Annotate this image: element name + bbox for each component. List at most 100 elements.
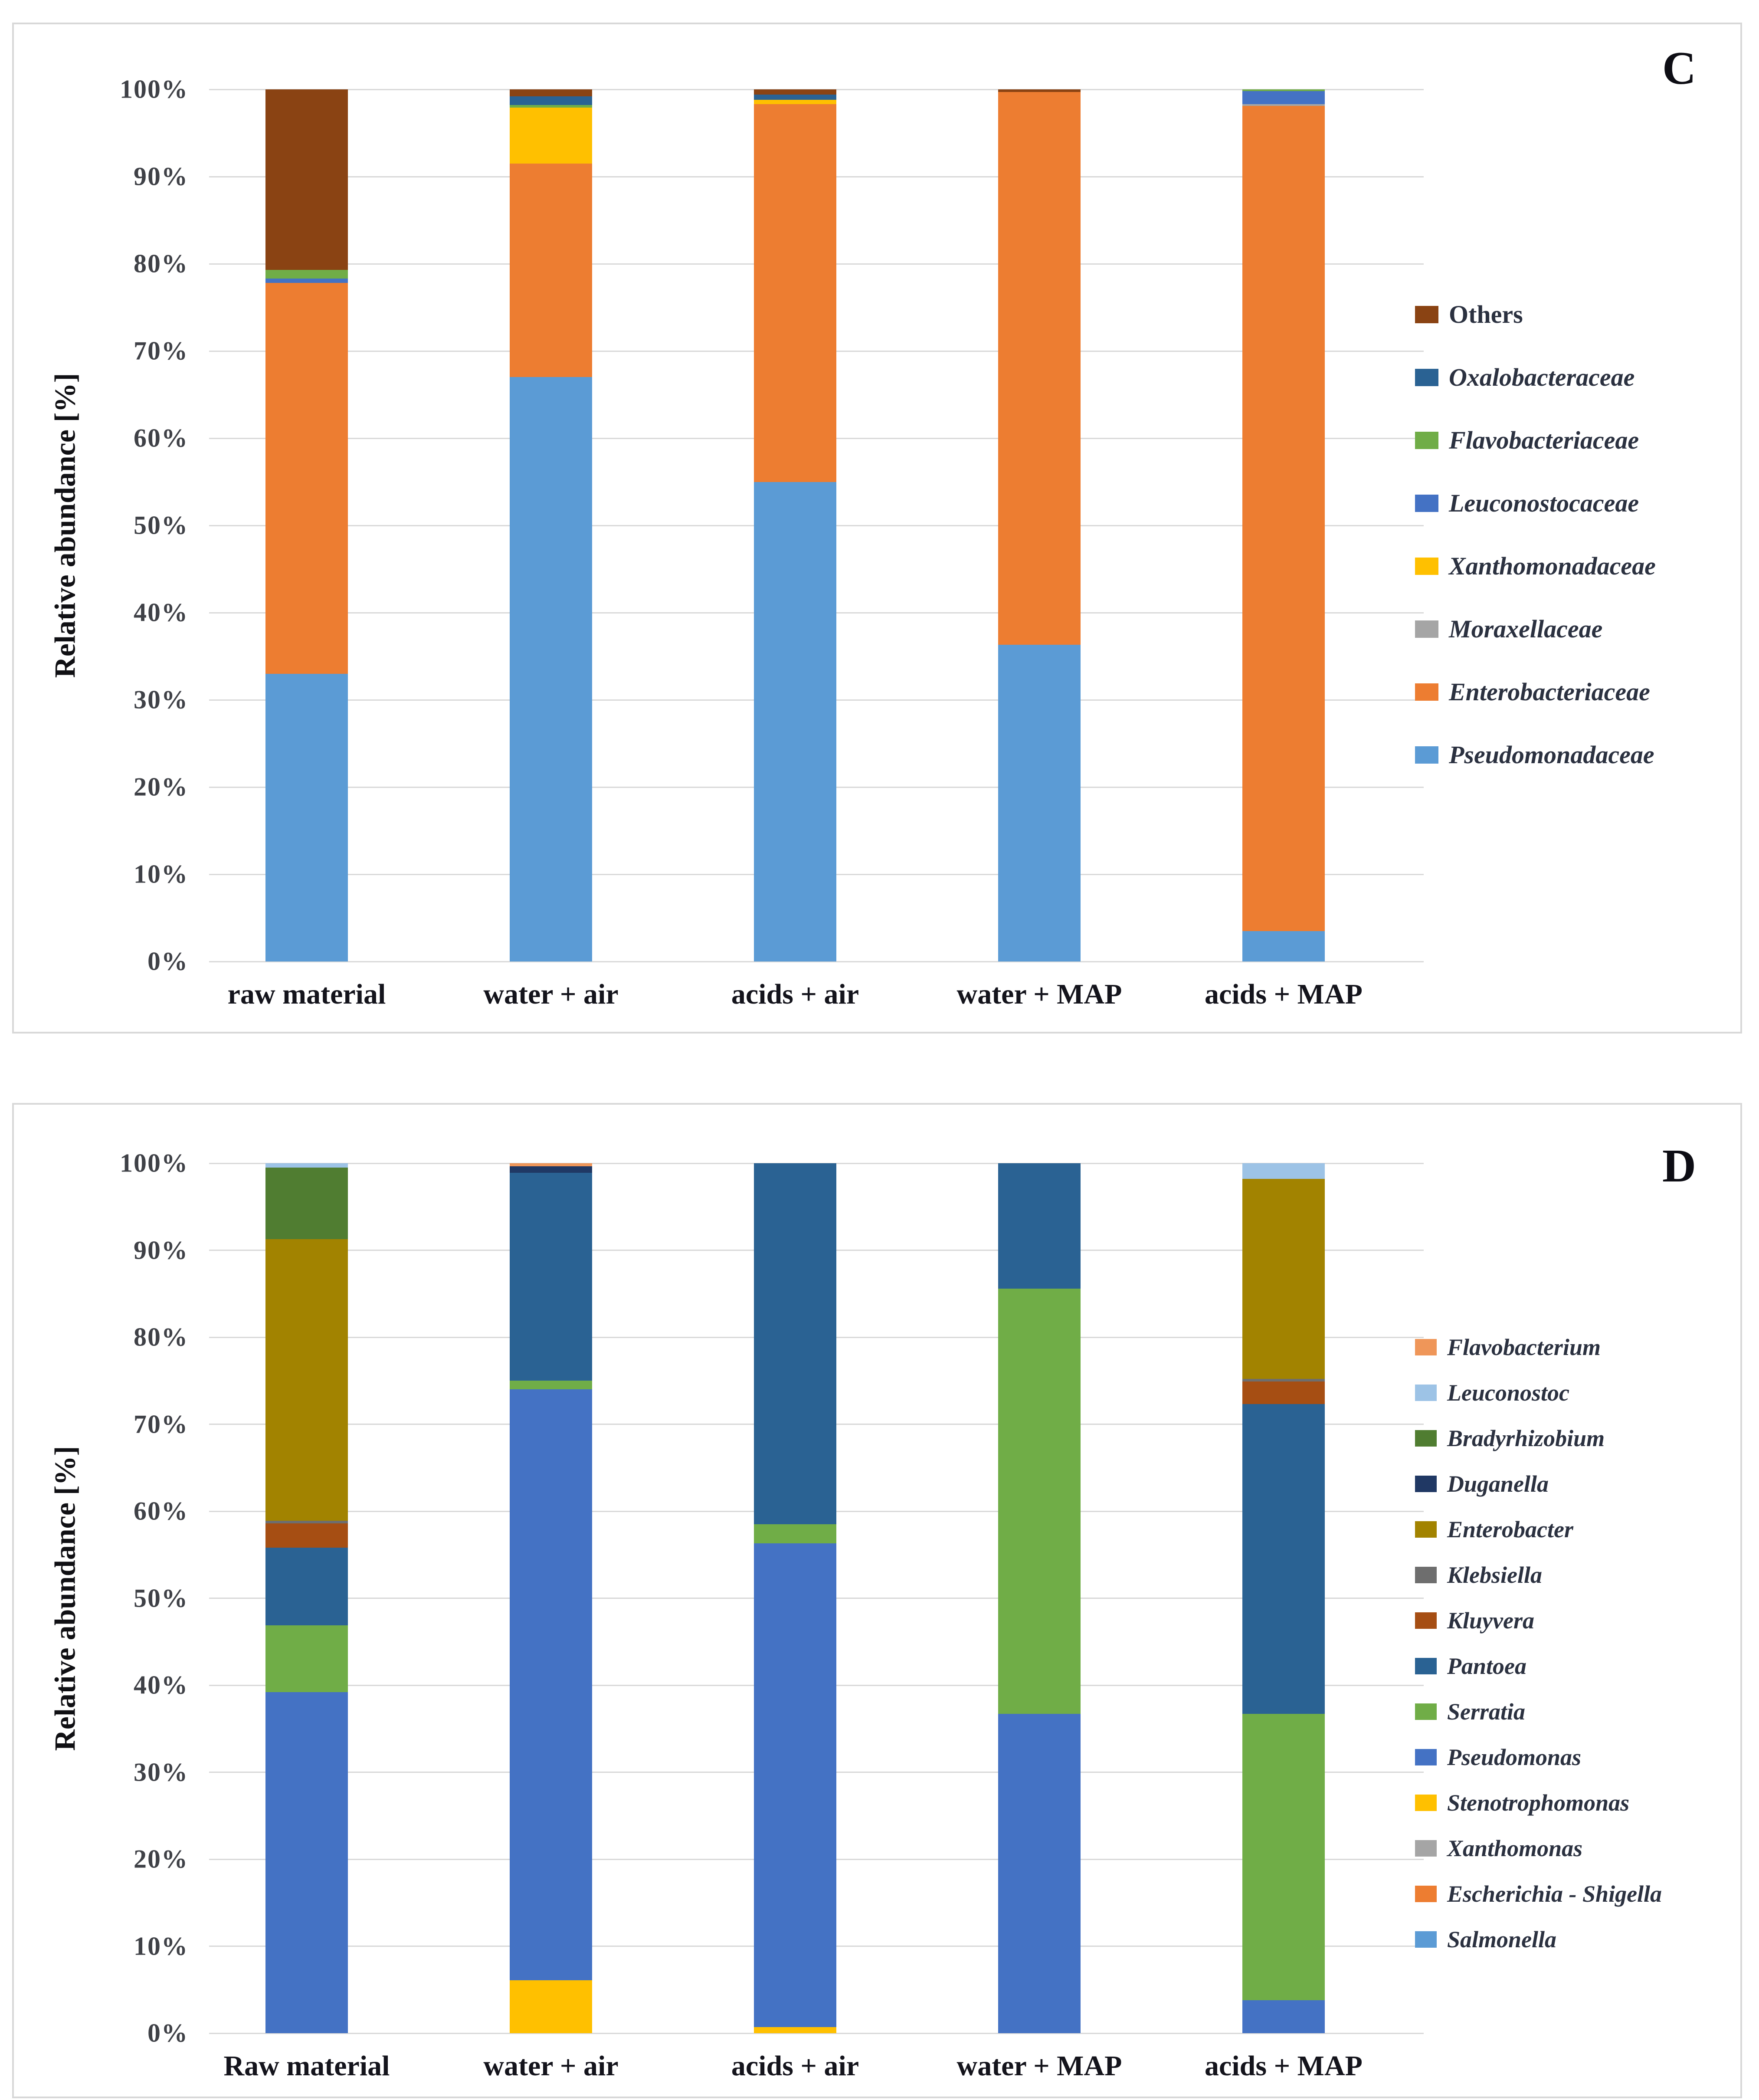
legend-label: Xanthomonadaceae — [1449, 552, 1656, 580]
legend-swatch — [1415, 1430, 1437, 1447]
legend-swatch — [1415, 1384, 1437, 1401]
legend-item-leuconostoc: Leuconostoc — [1415, 1370, 1662, 1415]
gridline — [209, 89, 1424, 90]
bar-raw-material — [265, 89, 348, 961]
legend-item-pantoea: Pantoea — [1415, 1643, 1662, 1689]
x-category-label: acids + air — [731, 978, 859, 1010]
bar-segment-flavobacteriaceae — [265, 270, 348, 279]
bar-segment-others — [510, 89, 592, 97]
legend-item-others: Others — [1415, 283, 1656, 346]
y-tick-label: 90% — [134, 1236, 188, 1264]
bar-segment-pseudomonadaceae — [1242, 931, 1325, 961]
legend-item-oxalobacteraceae: Oxalobacteraceae — [1415, 346, 1656, 409]
legend-label: Salmonella — [1447, 1926, 1557, 1952]
legend-swatch — [1415, 1566, 1437, 1583]
y-tick-label: 100% — [120, 1148, 188, 1178]
x-category-label: acids + MAP — [1205, 978, 1363, 1010]
bar-segment-flavobacterium — [510, 1163, 592, 1167]
plot-area-d: 0% 10% 20% 30% 40% 50% 60% 70% 80% 90% 100% Raw mat… — [120, 1149, 1424, 2082]
y-tick-label: 20% — [134, 772, 188, 801]
legend-label: Moraxellaceae — [1449, 615, 1603, 643]
gridline — [209, 2032, 1424, 2034]
legend-label: Stenotrophomonas — [1447, 1789, 1630, 1816]
panel-letter-C: C — [1662, 43, 1696, 94]
legend-item-escherichia-shigella: Escherichia - Shigella — [1415, 1871, 1662, 1916]
bar-segment-kluyvera — [1242, 1381, 1325, 1404]
legend-c: Others Oxalobacteraceae Flavobacteriaceae L… — [1415, 283, 1656, 786]
legend-item-xanthomonadaceae: Xanthomonadaceae — [1415, 535, 1656, 597]
legend-label: Oxalobacteraceae — [1449, 363, 1635, 391]
bar-segment-serratia — [510, 1381, 592, 1390]
legend-label: Duganella — [1447, 1470, 1549, 1497]
legend-swatch — [1415, 1612, 1437, 1629]
legend-swatch — [1415, 620, 1438, 638]
bar-segment-klebsiella — [265, 1521, 348, 1524]
legend-swatch — [1415, 683, 1438, 701]
y-tick-label: 10% — [134, 860, 188, 889]
gridline — [209, 1162, 1424, 1164]
bar-segment-pantoea — [510, 1173, 592, 1381]
legend-swatch — [1415, 1657, 1437, 1674]
y-tick-label: 30% — [134, 685, 188, 714]
legend-label: Leuconostocaceae — [1449, 489, 1639, 517]
bar-segment-moraxellaceae — [1242, 104, 1325, 106]
bar-segment-serratia — [265, 1625, 348, 1693]
y-tick-label: 10% — [134, 1932, 188, 1960]
bar-segment-klebsiella — [1242, 1379, 1325, 1382]
x-category-label: acids + air — [731, 2050, 859, 2082]
bar-segment-enterobacteriaceae — [510, 163, 592, 377]
legend-item-duganella: Duganella — [1415, 1461, 1662, 1506]
bar-segment-pseudomonadaceae — [754, 482, 836, 961]
legend-swatch — [1415, 368, 1438, 386]
bar-segment-oxalobacteraceae — [754, 95, 836, 100]
y-tick-label: 90% — [134, 162, 188, 191]
legend-swatch — [1415, 1840, 1437, 1857]
bar-water-air — [510, 89, 592, 961]
bar-water-air — [510, 1163, 592, 2033]
bar-acids-air — [754, 1163, 836, 2033]
bar-segment-others — [754, 89, 836, 95]
legend-swatch — [1415, 1703, 1437, 1720]
legend-swatch — [1415, 1794, 1437, 1811]
bar-raw-material — [265, 1163, 348, 2033]
legend-swatch — [1415, 494, 1438, 512]
y-tick-label: 80% — [134, 249, 188, 278]
bar-acids-air — [754, 89, 836, 961]
bar-water-map — [998, 1163, 1081, 2033]
y-tick-label: 50% — [134, 511, 188, 540]
legend-label: Serratia — [1447, 1698, 1526, 1725]
bar-segment-flavobacteriaceae — [1242, 89, 1325, 92]
bar-segment-stenotrophomonas — [510, 1980, 592, 2033]
legend-label: Pantoea — [1447, 1653, 1526, 1679]
bar-segment-flavobacteriaceae — [510, 105, 592, 108]
bar-segment-pantoea — [265, 1548, 348, 1625]
legend-item-xanthomonas: Xanthomonas — [1415, 1825, 1662, 1871]
legend-item-enterobacteriaceae: Enterobacteriaceae — [1415, 660, 1656, 723]
legend-item-salmonella: Salmonella — [1415, 1916, 1662, 1962]
legend-label: Escherichia - Shigella — [1447, 1880, 1662, 1907]
legend-label: Enterobacteriaceae — [1449, 678, 1650, 706]
legend-label: Xanthomonas — [1447, 1835, 1583, 1861]
y-tick-label: 60% — [134, 1496, 188, 1526]
legend-swatch — [1415, 1521, 1437, 1538]
bar-acids-map — [1242, 1163, 1325, 2033]
legend-item-flavobacterium: Flavobacterium — [1415, 1324, 1662, 1370]
legend-swatch — [1415, 1749, 1437, 1765]
legend-label: Enterobacter — [1447, 1516, 1573, 1542]
legend-label: Klebsiella — [1447, 1562, 1542, 1588]
bar-segment-leuconostoc — [265, 1163, 348, 1168]
panel-C: C Relative abundance [%] 0% 10% 20% 30% 40% 5… — [12, 23, 1742, 1034]
bar-segment-pantoea — [998, 1163, 1081, 1289]
legend-item-pseudomonadaceae: Pseudomonadaceae — [1415, 723, 1656, 786]
y-tick-label: 40% — [134, 598, 188, 627]
bar-segment-pantoea — [754, 1163, 836, 1525]
legend-swatch — [1415, 1475, 1437, 1492]
legend-swatch — [1415, 1339, 1437, 1355]
bar-segment-pseudomonas — [265, 1692, 348, 2033]
legend-item-leuconostocaceae: Leuconostocaceae — [1415, 472, 1656, 535]
bar-segment-enterobacteriaceae — [1242, 106, 1325, 931]
legend-label: Flavobacteriaceae — [1449, 426, 1639, 454]
y-tick-label: 30% — [134, 1758, 188, 1786]
legend-item-pseudomonas: Pseudomonas — [1415, 1734, 1662, 1780]
legend-label: Leuconostoc — [1447, 1379, 1569, 1406]
